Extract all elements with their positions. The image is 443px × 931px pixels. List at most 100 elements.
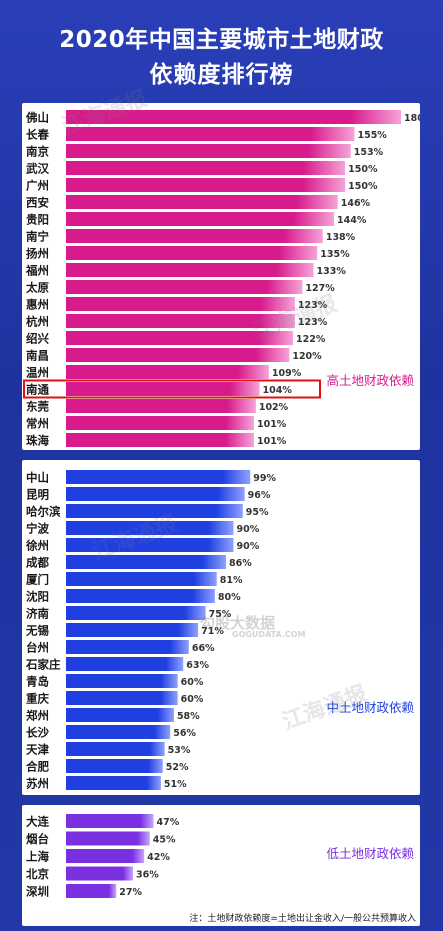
high-category-label-8: 扬州 xyxy=(26,247,49,261)
high-value-label-13: 122% xyxy=(296,334,326,345)
high-group-label: 高土地财政依赖 xyxy=(326,373,414,388)
mid-value-label-18: 51% xyxy=(164,779,187,790)
mid-category-label-17: 合肥 xyxy=(26,760,49,774)
low-value-label-3: 36% xyxy=(136,870,159,881)
low-dependency-chart: 大连 47% 烟台 45% 上海 42% 北京 36% 深圳 27% 低土地财政依赖注：土地财政依赖… xyxy=(26,814,416,924)
mid-bar-18 xyxy=(66,776,161,790)
high-bar-12 xyxy=(66,314,295,328)
mid-bar-14 xyxy=(66,708,174,722)
mid-value-label-13: 60% xyxy=(181,694,204,705)
mid-value-label-1: 96% xyxy=(248,490,271,501)
mid-category-label-1: 昆明 xyxy=(26,488,49,502)
low-bar-0 xyxy=(66,814,154,828)
high-value-label-5: 146% xyxy=(341,198,371,209)
high-value-label-6: 144% xyxy=(337,215,367,226)
low-bar-4 xyxy=(66,884,117,898)
high-value-label-9: 133% xyxy=(317,266,347,277)
high-value-label-0: 180% xyxy=(404,113,420,124)
mid-bar-17 xyxy=(66,759,163,773)
mid-dependency-panel: 中山 99% 昆明 96% 哈尔滨 95% 宁波 90% 徐州 90% 成都 86% 厦门 81% 沈阳 80… xyxy=(22,460,420,795)
mid-category-label-6: 厦门 xyxy=(26,573,49,587)
mid-value-label-5: 86% xyxy=(229,558,252,569)
mid-category-label-3: 宁波 xyxy=(26,522,49,536)
low-value-label-0: 47% xyxy=(156,817,179,828)
high-bar-19 xyxy=(66,433,254,447)
high-category-label-6: 贵阳 xyxy=(26,213,49,227)
mid-category-label-4: 徐州 xyxy=(25,539,49,553)
mid-group-label: 中土地财政依赖 xyxy=(326,700,414,715)
high-bar-13 xyxy=(66,331,294,345)
high-bar-7 xyxy=(66,229,323,243)
mid-category-label-0: 中山 xyxy=(26,471,49,485)
low-bar-1 xyxy=(66,831,150,846)
mid-value-label-17: 52% xyxy=(166,762,189,773)
mid-bar-11 xyxy=(66,657,184,671)
high-category-label-1: 长春 xyxy=(26,128,49,142)
high-category-label-10: 太原 xyxy=(25,281,49,295)
high-value-label-12: 123% xyxy=(298,317,328,328)
low-value-label-1: 45% xyxy=(153,835,176,846)
mid-bar-16 xyxy=(66,742,165,756)
high-bar-18 xyxy=(66,416,254,430)
low-group-label: 低土地财政依赖 xyxy=(326,846,414,861)
high-value-label-18: 101% xyxy=(257,419,287,430)
highlight-box-16 xyxy=(23,379,321,399)
mid-bar-2 xyxy=(66,504,243,518)
high-bar-6 xyxy=(66,212,334,226)
high-value-label-7: 138% xyxy=(326,232,356,243)
high-value-label-10: 127% xyxy=(305,283,335,294)
mid-bar-5 xyxy=(66,555,227,569)
page-title: 2020年中国主要城市土地财政 依赖度排行榜 xyxy=(0,0,443,92)
high-bar-3 xyxy=(66,161,346,175)
mid-bar-1 xyxy=(66,487,245,501)
high-category-label-7: 南宁 xyxy=(26,230,49,244)
mid-bar-10 xyxy=(66,640,189,654)
high-value-label-17: 102% xyxy=(259,402,289,413)
low-value-label-2: 42% xyxy=(147,852,170,863)
high-value-label-16: 104% xyxy=(263,385,293,396)
mid-bar-3 xyxy=(66,521,234,535)
high-bar-11 xyxy=(66,297,295,311)
low-category-label-1: 烟台 xyxy=(26,832,49,846)
high-category-label-5: 西安 xyxy=(26,196,49,210)
low-value-label-4: 27% xyxy=(119,887,142,898)
mid-value-label-0: 99% xyxy=(253,473,276,484)
high-category-label-18: 常州 xyxy=(26,417,49,431)
high-bar-16 xyxy=(66,382,260,396)
high-bar-4 xyxy=(66,178,346,192)
mid-bar-12 xyxy=(66,674,178,688)
high-value-label-15: 109% xyxy=(272,368,302,379)
high-category-label-0: 佛山 xyxy=(25,111,49,125)
low-category-label-4: 深圳 xyxy=(26,885,49,899)
high-bar-15 xyxy=(66,365,269,379)
high-value-label-4: 150% xyxy=(348,181,378,192)
mid-category-label-16: 天津 xyxy=(26,743,49,757)
mid-value-label-3: 90% xyxy=(237,524,260,535)
mid-value-label-11: 63% xyxy=(186,660,209,671)
high-bar-17 xyxy=(66,399,256,413)
high-category-label-11: 惠州 xyxy=(26,298,49,312)
mid-value-label-16: 53% xyxy=(168,745,191,756)
high-bar-9 xyxy=(66,263,314,277)
title-line-1: 2020年中国主要城市土地财政 xyxy=(59,27,384,53)
high-bar-5 xyxy=(66,195,338,209)
mid-bar-6 xyxy=(66,572,217,586)
high-bar-10 xyxy=(66,280,303,294)
high-category-label-2: 南京 xyxy=(26,145,49,159)
high-value-label-11: 123% xyxy=(298,300,328,311)
high-category-label-17: 东莞 xyxy=(26,400,49,414)
mid-value-label-14: 58% xyxy=(177,711,200,722)
low-category-label-2: 上海 xyxy=(26,850,49,864)
mid-category-label-11: 石家庄 xyxy=(25,658,61,672)
high-category-label-4: 广州 xyxy=(26,179,49,193)
mid-bar-0 xyxy=(66,470,251,484)
title-line-2: 依赖度排行榜 xyxy=(149,62,294,88)
high-value-label-3: 150% xyxy=(348,164,378,175)
high-category-label-3: 武汉 xyxy=(26,162,49,176)
mid-bar-9 xyxy=(66,623,199,637)
mid-category-label-5: 成都 xyxy=(26,556,49,570)
high-bar-2 xyxy=(66,144,351,158)
mid-bar-7 xyxy=(66,589,215,603)
high-category-label-19: 珠海 xyxy=(26,434,49,448)
mid-bar-15 xyxy=(66,725,171,739)
